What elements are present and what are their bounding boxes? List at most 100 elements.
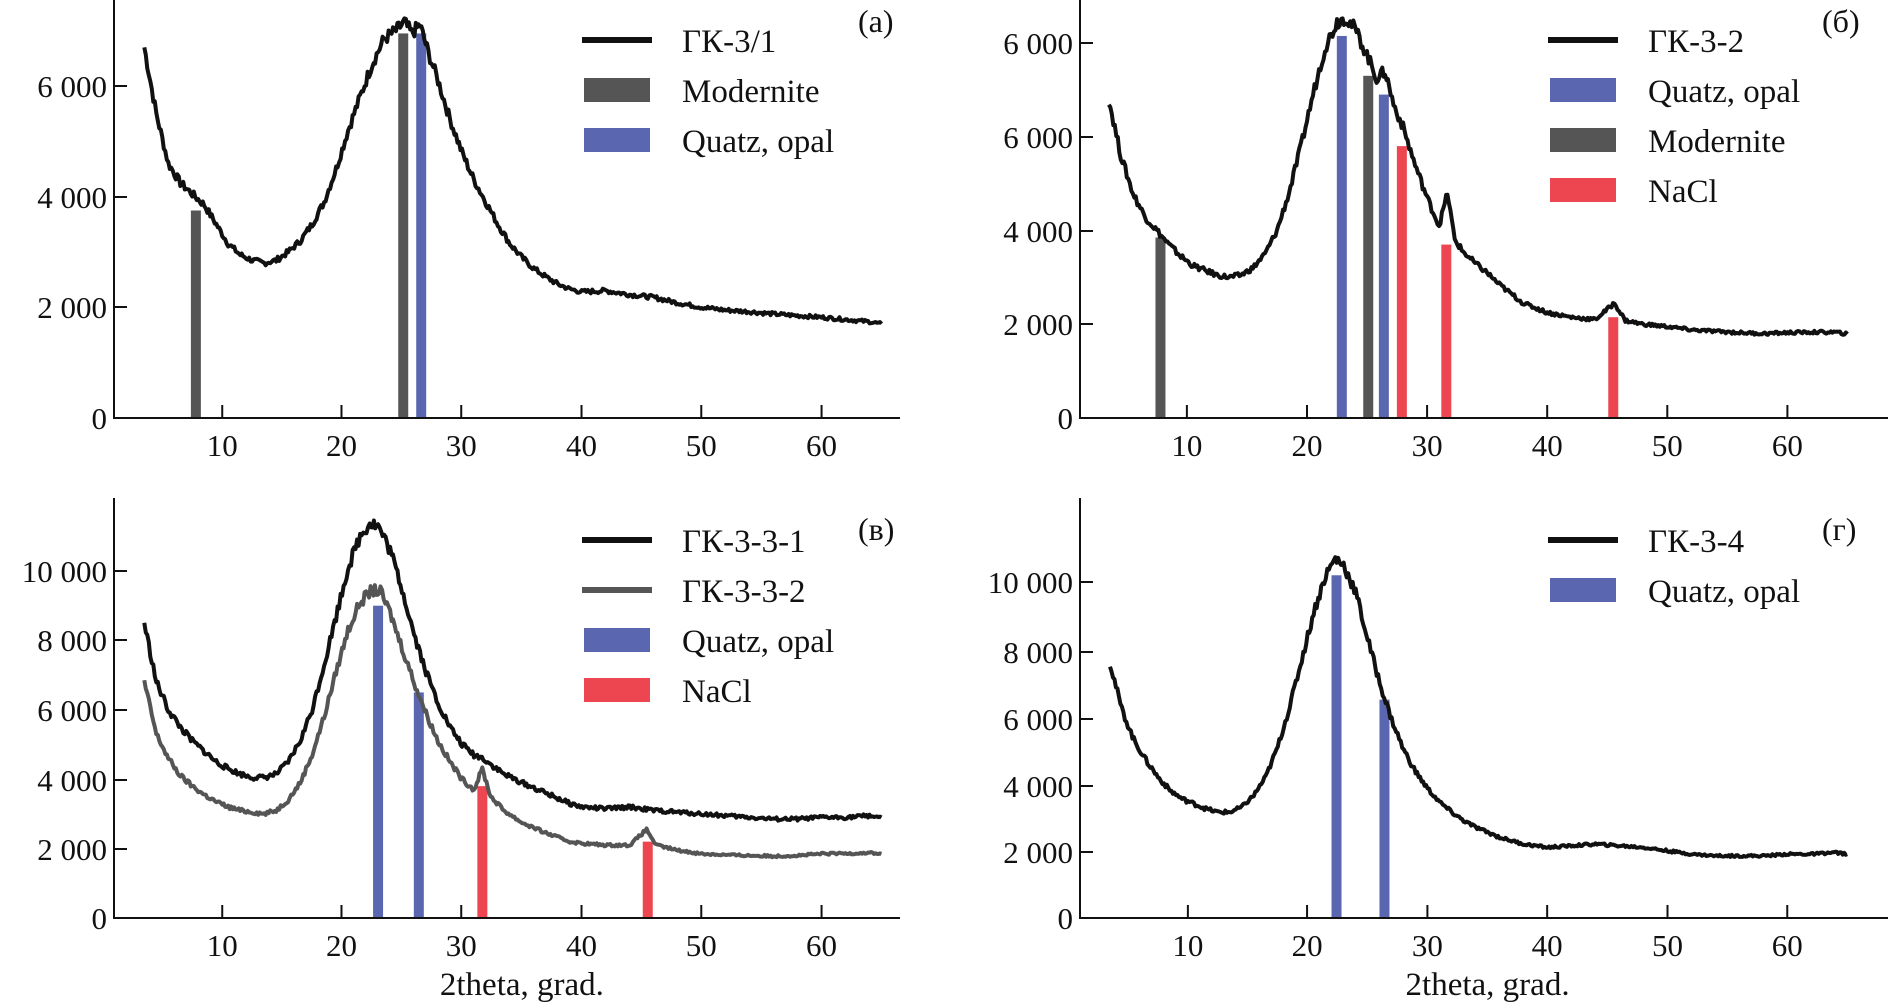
- y-tick-label: 2 000: [37, 290, 107, 325]
- reference-bar-quatz-opal: [413, 692, 424, 918]
- x-tick-label: 10: [1171, 428, 1202, 463]
- legend-label: Quatz, opal: [1648, 74, 1800, 110]
- panel-label: (а): [858, 3, 894, 39]
- legend-swatch-line: [582, 587, 652, 593]
- series-line-1: [1107, 16, 1849, 337]
- x-tick-label: 50: [686, 928, 717, 963]
- reference-bar-nacl: [1396, 146, 1407, 418]
- legend-label: Quatz, opal: [682, 624, 834, 660]
- legend-swatch-bar: [1550, 578, 1616, 602]
- x-tick-label: 30: [446, 428, 477, 463]
- legend-swatch-bar: [584, 78, 650, 102]
- x-tick-label: 20: [326, 928, 357, 963]
- reference-bar-nacl: [1608, 317, 1619, 418]
- legend-swatch-line: [582, 37, 652, 43]
- reference-bar-nacl: [642, 841, 653, 918]
- x-tick-label: 60: [1772, 928, 1803, 963]
- x-tick-label: 40: [566, 928, 597, 963]
- panel-3: 0 2 000 4 000 6 000 8 000 10 000 10 20 30 40 50 60 2…: [22, 498, 900, 1003]
- reference-bar-quatz-opal: [1378, 94, 1389, 418]
- series-line-1: [142, 518, 883, 823]
- y-tick-label: 4 000: [1003, 769, 1073, 804]
- reference-bar-nacl: [1441, 244, 1452, 418]
- legend-swatch-line: [1548, 37, 1618, 43]
- y-tick-label: 2 000: [37, 832, 107, 867]
- panel-label: (г): [1822, 511, 1856, 547]
- reference-bar-nacl: [477, 786, 488, 918]
- x-axis-title: 2theta, grad.: [1406, 967, 1570, 1003]
- reference-bar-modernite: [398, 33, 409, 418]
- x-tick-label: 60: [1772, 428, 1803, 463]
- y-tick-label: 0: [92, 901, 108, 936]
- panel-1: 0 2 000 4 000 6 000 10 20 30 40 50 60 ГК-3/1 Modern…: [37, 0, 900, 463]
- y-tick-label: 4 000: [37, 180, 107, 215]
- legend-label: ГК-3/1: [682, 24, 776, 60]
- y-tick-label: 2 000: [1003, 835, 1073, 870]
- x-tick-label: 30: [1412, 428, 1443, 463]
- y-tick-label: 6 000: [1003, 26, 1073, 61]
- x-tick-label: 50: [686, 428, 717, 463]
- x-tick-label: 20: [1292, 928, 1323, 963]
- x-tick-label: 60: [806, 928, 837, 963]
- x-axis-title: 2theta, grad.: [440, 967, 604, 1003]
- legend-label: NaCl: [682, 674, 752, 710]
- y-tick-label: 0: [1058, 401, 1074, 436]
- legend-label: Quatz, opal: [682, 124, 834, 160]
- y-tick-label: 4 000: [37, 763, 107, 798]
- y-tick-label: 2 000: [1003, 307, 1073, 342]
- legend-label: NaCl: [1648, 174, 1718, 210]
- panel-label: (в): [858, 511, 894, 547]
- reference-bar-quatz-opal: [416, 33, 427, 418]
- y-tick-label: 6 000: [1003, 120, 1073, 155]
- legend-label: ГК-3-3-2: [682, 574, 806, 610]
- legend-label: Modernite: [1648, 124, 1785, 160]
- reference-bar-modernite: [1363, 75, 1374, 418]
- y-tick-label: 6 000: [1003, 702, 1073, 737]
- legend-swatch-bar: [1550, 128, 1616, 152]
- y-tick-label: 6 000: [37, 69, 107, 104]
- x-tick-label: 30: [446, 928, 477, 963]
- reference-bar-quatz-opal: [373, 605, 384, 918]
- reference-bar-modernite: [190, 210, 201, 418]
- reference-bar-modernite: [1155, 237, 1166, 418]
- legend-label: ГК-3-3-1: [682, 524, 806, 560]
- legend-label: ГК-3-2: [1648, 24, 1744, 60]
- y-tick-label: 0: [92, 401, 108, 436]
- legend-swatch-line: [1548, 537, 1618, 543]
- x-tick-label: 60: [806, 428, 837, 463]
- panel-label: (б): [1822, 3, 1860, 39]
- x-tick-label: 10: [207, 428, 238, 463]
- x-tick-label: 40: [1532, 928, 1563, 963]
- x-tick-label: 20: [326, 428, 357, 463]
- legend-swatch-bar: [1550, 178, 1616, 202]
- x-tick-label: 20: [1291, 428, 1322, 463]
- legend-swatch-bar: [1550, 78, 1616, 102]
- x-tick-label: 50: [1652, 428, 1683, 463]
- x-tick-label: 10: [1172, 928, 1203, 963]
- legend-label: Quatz, opal: [1648, 574, 1800, 610]
- legend-label: ГК-3-4: [1648, 524, 1744, 560]
- y-tick-label: 10 000: [988, 565, 1073, 600]
- y-tick-label: 8 000: [37, 623, 107, 658]
- x-tick-label: 10: [207, 928, 238, 963]
- reference-bar-quatz-opal: [1331, 575, 1342, 918]
- y-tick-label: 0: [1058, 901, 1074, 936]
- y-tick-label: 10 000: [22, 554, 107, 589]
- legend-swatch-line: [582, 537, 652, 543]
- y-tick-label: 4 000: [1003, 214, 1073, 249]
- x-tick-label: 50: [1652, 928, 1683, 963]
- x-tick-label: 40: [566, 428, 597, 463]
- legend-swatch-bar: [584, 128, 650, 152]
- legend-swatch-bar: [584, 678, 650, 702]
- panel-4: 0 2 000 4 000 6 000 8 000 10 000 10 20 30 40 50 60 2…: [988, 498, 1888, 1003]
- series-line-2: [142, 583, 883, 860]
- legend-swatch-bar: [584, 628, 650, 652]
- reference-bar-quatz-opal: [1379, 699, 1390, 918]
- legend-label: Modernite: [682, 74, 819, 110]
- series-line-1: [142, 16, 884, 326]
- y-tick-label: 6 000: [37, 693, 107, 728]
- series-line-1: [1108, 555, 1848, 859]
- panel-2: 0 2 000 4 000 6 000 6 000 10 20 30 40 50 60 ГК-3-2 Q…: [1003, 0, 1888, 463]
- x-tick-label: 40: [1532, 428, 1563, 463]
